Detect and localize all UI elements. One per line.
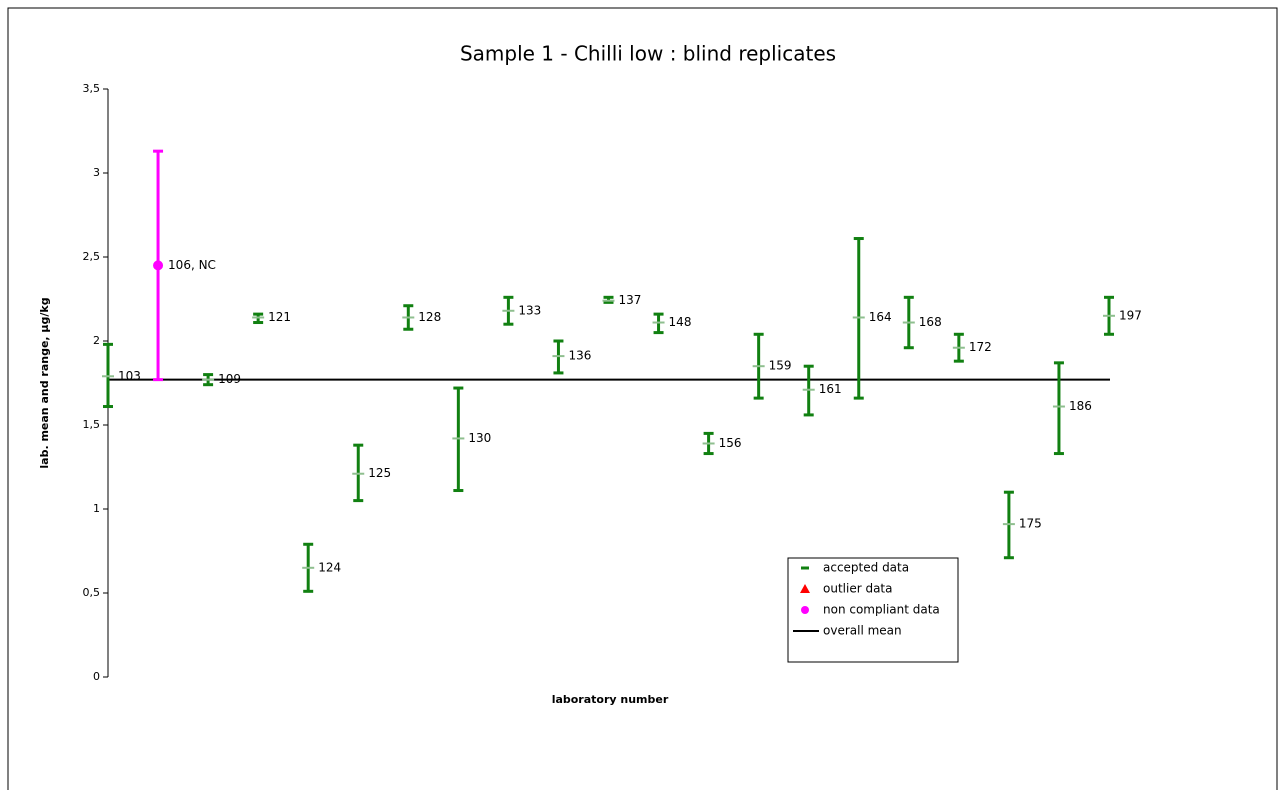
mean-point	[153, 260, 164, 271]
point-label: 186	[1069, 399, 1092, 413]
point-label: 133	[518, 303, 541, 317]
point-label: 172	[969, 340, 992, 354]
point-label: 106, NC	[168, 258, 216, 272]
x-axis-title: laboratory number	[552, 693, 669, 706]
y-tick-label: 0,5	[83, 586, 101, 599]
y-tick-label: 2	[93, 334, 100, 347]
point-label: 103	[118, 369, 141, 383]
point-label: 121	[268, 310, 291, 324]
legend-marker	[800, 584, 810, 593]
point-label: 124	[318, 560, 341, 574]
point-label: 164	[869, 310, 892, 324]
point-label: 168	[919, 315, 942, 329]
legend-marker	[801, 606, 809, 614]
y-tick-label: 1,5	[83, 418, 101, 431]
point-label: 128	[418, 310, 441, 324]
y-tick-label: 2,5	[83, 250, 101, 263]
point-label: 156	[719, 436, 742, 450]
point-label: 125	[368, 466, 391, 480]
y-axis-title: lab. mean and range, µg/kg	[38, 297, 51, 468]
point-label: 130	[468, 431, 491, 445]
point-label: 137	[619, 293, 642, 307]
y-tick-label: 0	[93, 670, 100, 683]
y-tick-label: 3,5	[83, 82, 101, 95]
point-label: 136	[568, 349, 591, 363]
legend-label: outlier data	[823, 582, 892, 596]
point-label: 175	[1019, 517, 1042, 531]
point-label: 197	[1119, 308, 1142, 322]
point-label: 148	[669, 315, 692, 329]
y-tick-label: 1	[93, 502, 100, 515]
point-label: 109	[218, 372, 241, 386]
chart-frame	[7, 7, 1278, 790]
chart-title: Sample 1 - Chilli low : blind replicates	[460, 42, 836, 66]
y-tick-label: 3	[93, 166, 100, 179]
legend-label: overall mean	[823, 624, 902, 638]
legend-box	[787, 557, 959, 663]
legend-label: non compliant data	[823, 603, 940, 617]
legend-label: accepted data	[823, 561, 909, 575]
point-label: 161	[819, 382, 842, 396]
point-label: 159	[769, 359, 792, 373]
